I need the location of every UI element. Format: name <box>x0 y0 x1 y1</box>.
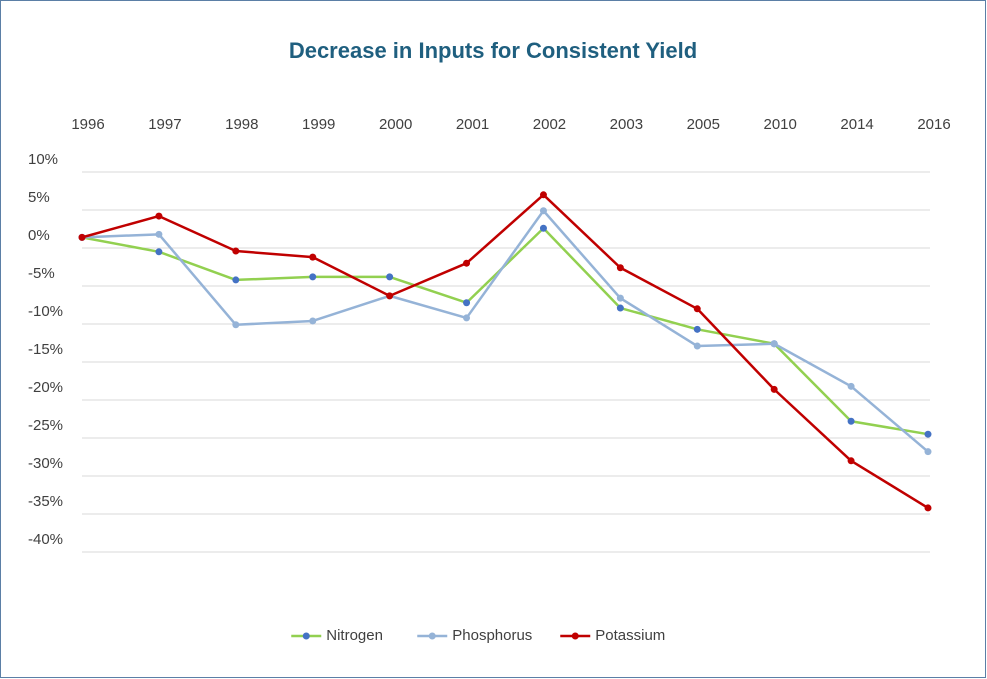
data-point <box>616 264 624 272</box>
data-point <box>770 385 778 393</box>
legend-label: Phosphorus <box>452 627 532 644</box>
x-tick-label: 1999 <box>302 116 335 133</box>
data-point <box>155 248 163 256</box>
legend-marker <box>428 632 436 640</box>
y-tick-label: -20% <box>28 379 63 396</box>
x-tick-label: 2014 <box>840 116 873 133</box>
data-point <box>232 321 240 329</box>
x-tick-label: 2002 <box>533 116 566 133</box>
x-tick-label: 2001 <box>456 116 489 133</box>
data-point <box>232 276 240 284</box>
data-point <box>463 299 471 307</box>
data-point <box>693 342 701 350</box>
y-tick-label: 10% <box>28 151 58 168</box>
y-tick-label: -25% <box>28 417 63 434</box>
data-point <box>924 430 932 438</box>
data-point <box>616 304 624 312</box>
data-point <box>924 448 932 456</box>
data-point <box>539 224 547 232</box>
series-line <box>81 193 929 509</box>
x-tick-label: 2003 <box>610 116 643 133</box>
series-line <box>81 209 929 453</box>
y-tick-label: -30% <box>28 455 63 472</box>
data-point <box>770 340 778 348</box>
legend-label: Potassium <box>595 627 665 644</box>
x-tick-label: 2016 <box>917 116 950 133</box>
data-point <box>155 212 163 220</box>
y-tick-label: -40% <box>28 531 63 548</box>
x-tick-label: 2010 <box>763 116 796 133</box>
legend-marker <box>302 632 310 640</box>
data-point <box>463 314 471 322</box>
data-point <box>463 259 471 267</box>
y-tick-label: -15% <box>28 341 63 358</box>
data-point <box>924 504 932 512</box>
data-point <box>309 317 317 325</box>
data-point <box>78 233 86 241</box>
data-point <box>539 207 547 215</box>
legend-marker <box>571 632 579 640</box>
data-point <box>847 417 855 425</box>
x-tick-label: 1996 <box>71 116 104 133</box>
chart-title: Decrease in Inputs for Consistent Yield <box>289 38 697 63</box>
data-point <box>693 325 701 333</box>
x-tick-label: 1998 <box>225 116 258 133</box>
y-tick-label: 0% <box>28 227 50 244</box>
data-point <box>847 382 855 390</box>
data-point <box>386 273 394 281</box>
x-tick-label: 2005 <box>687 116 720 133</box>
y-tick-label: 5% <box>28 189 50 206</box>
y-tick-label: -5% <box>28 265 55 282</box>
data-point <box>847 457 855 465</box>
data-point <box>155 230 163 238</box>
data-point <box>309 253 317 261</box>
data-point <box>386 292 394 300</box>
legend-label: Nitrogen <box>326 627 383 644</box>
y-tick-label: -35% <box>28 493 63 510</box>
data-point <box>309 273 317 281</box>
data-point <box>693 305 701 313</box>
x-tick-label: 2000 <box>379 116 412 133</box>
y-tick-label: -10% <box>28 303 63 320</box>
data-point <box>616 294 624 302</box>
data-point <box>232 247 240 255</box>
x-tick-label: 1997 <box>148 116 181 133</box>
data-point <box>539 191 547 199</box>
